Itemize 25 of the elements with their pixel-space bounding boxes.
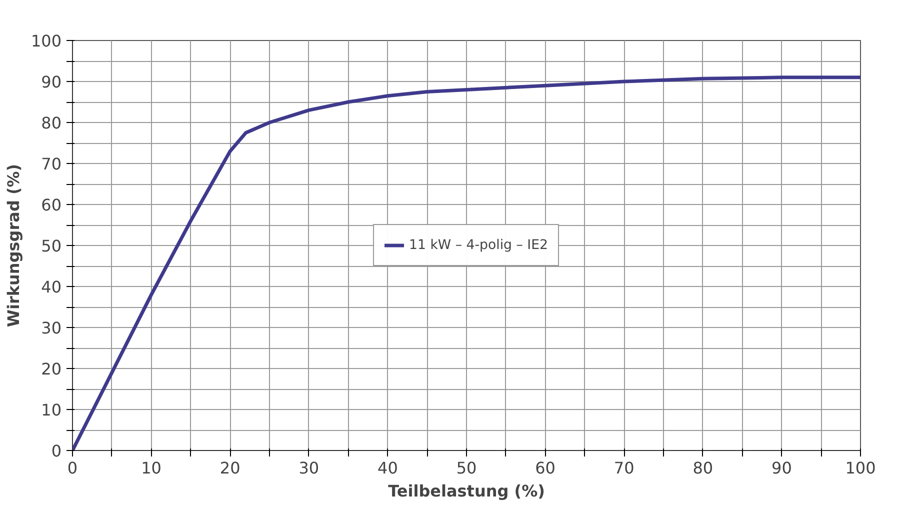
y-tick-label: 0 — [51, 442, 62, 460]
x-tick-label: 70 — [614, 458, 634, 478]
y-tick-label: 10 — [41, 400, 62, 420]
y-tick-label: 30 — [41, 318, 62, 338]
x-tick-label: 40 — [378, 458, 398, 478]
y-tick-label: 20 — [41, 360, 62, 378]
y-tick-label: 80 — [41, 114, 62, 132]
x-tick-label: 100 — [845, 458, 876, 478]
x-tick-label: 0 — [67, 458, 78, 478]
y-tick-label: 50 — [41, 236, 62, 256]
y-tick-label: 40 — [41, 278, 62, 296]
legend-label: 11 kW – 4-polig – IE2 — [409, 238, 548, 252]
x-tick-label: 10 — [141, 458, 162, 478]
x-tick-label: 30 — [298, 458, 320, 478]
x-tick-label: 20 — [220, 458, 240, 478]
x-tick-label: 60 — [535, 458, 556, 478]
y-tick-label: 70 — [41, 154, 62, 174]
y-tick-label: 60 — [41, 196, 62, 214]
y-tick-label: 90 — [41, 72, 62, 92]
y-tick-label: 100 — [30, 32, 62, 50]
x-tick-label: 50 — [456, 458, 477, 478]
x-tick-label: 90 — [772, 458, 792, 478]
x-tick-label: 80 — [692, 458, 714, 478]
x-axis-title: Teilbelastung (%) — [388, 482, 545, 500]
y-axis-title: Wirkungsgrad (%) — [4, 164, 23, 328]
